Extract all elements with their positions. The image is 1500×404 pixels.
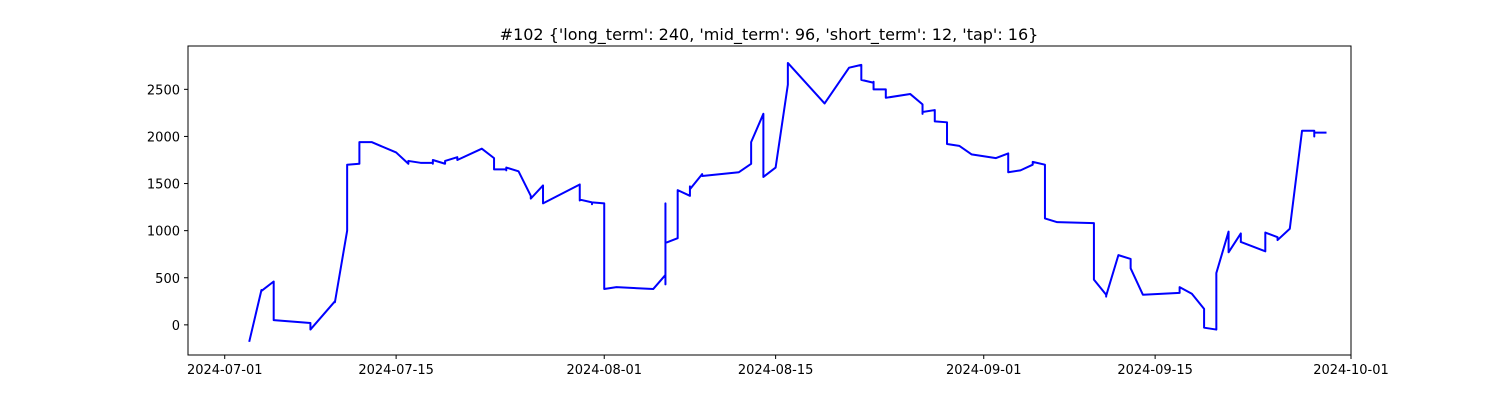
- y-tick-label: 2500: [147, 83, 180, 98]
- y-tick-label: 1000: [147, 225, 180, 240]
- y-tick-label: 1500: [147, 178, 180, 193]
- x-tick-label: 2024-09-01: [946, 363, 1022, 378]
- plot-frame: [187, 45, 1352, 356]
- x-tick-label: 2024-09-15: [1117, 363, 1193, 378]
- x-tick-label: 2024-10-01: [1313, 363, 1389, 378]
- x-tick-label: 2024-07-01: [187, 363, 263, 378]
- chart-title: #102 {'long_term': 240, 'mid_term': 96, …: [500, 25, 1039, 45]
- y-tick-label: 0: [172, 319, 180, 334]
- x-tick-label: 2024-08-15: [738, 363, 814, 378]
- y-tick-label: 2000: [147, 130, 180, 145]
- y-tick-label: 500: [155, 272, 180, 287]
- x-tick-label: 2024-08-01: [566, 363, 642, 378]
- data-line: [248, 61, 1327, 343]
- x-tick-label: 2024-07-15: [358, 363, 434, 378]
